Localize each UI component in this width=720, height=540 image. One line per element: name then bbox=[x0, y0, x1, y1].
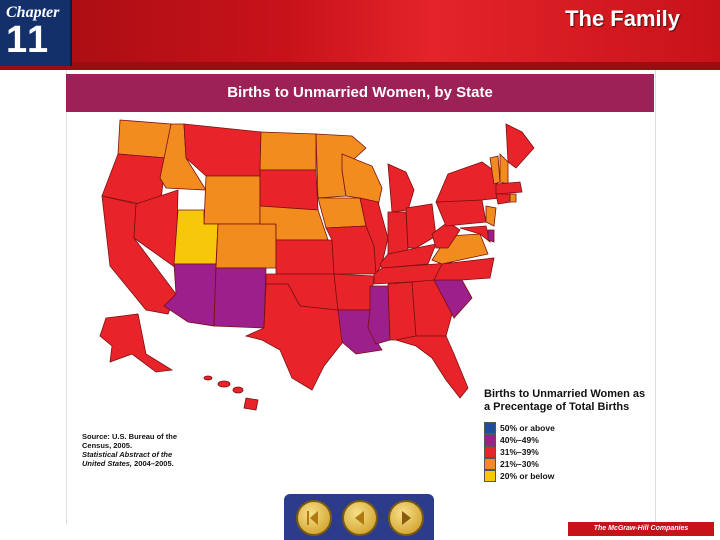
legend-label: 50% or above bbox=[500, 422, 555, 433]
legend-title-line-2: a Precentage of Total Births bbox=[484, 401, 630, 413]
legend-swatch bbox=[484, 433, 496, 446]
navigation-bar bbox=[284, 494, 434, 540]
state-pennsylvania bbox=[435, 199, 487, 227]
previous-slide-button[interactable] bbox=[342, 500, 378, 536]
state-hawaii-3 bbox=[232, 386, 244, 394]
back-arrow-icon bbox=[355, 511, 364, 525]
legend-item: 40%–49% bbox=[484, 433, 644, 446]
state-georgia bbox=[411, 279, 453, 337]
legend-label: 40%–49% bbox=[500, 434, 539, 445]
legend-title-line-1: Births to Unmarried Women as bbox=[484, 388, 646, 400]
state-delaware bbox=[487, 229, 495, 243]
state-hawaii-4 bbox=[243, 397, 259, 411]
state-alabama bbox=[387, 281, 417, 341]
source-line-3: Statistical Abstract of the bbox=[82, 450, 173, 459]
legend-swatch bbox=[484, 421, 496, 434]
legend-swatch bbox=[484, 469, 496, 482]
map-banner: Births to Unmarried Women, by State bbox=[66, 74, 654, 112]
header-bar bbox=[0, 0, 720, 70]
legend-label: 31%–39% bbox=[500, 446, 539, 457]
legend-title: Births to Unmarried Women as a Precentag… bbox=[484, 388, 664, 414]
chapter-badge: Chapter 11 bbox=[0, 0, 72, 66]
state-maryland bbox=[459, 225, 491, 244]
state-hawaii-2 bbox=[217, 380, 231, 388]
state-rhode-island bbox=[509, 193, 517, 203]
publisher-logo: The McGraw-Hill Companies bbox=[568, 522, 714, 536]
map-title: Births to Unmarried Women, by State bbox=[227, 84, 493, 101]
legend-swatch bbox=[484, 457, 496, 470]
legend: 50% or above 40%–49% 31%–39% 21%–30% 20% or … bbox=[484, 421, 644, 482]
state-arkansas bbox=[333, 273, 375, 311]
section-title: The Family bbox=[565, 6, 680, 31]
state-alaska bbox=[99, 313, 174, 373]
state-south-dakota bbox=[259, 169, 319, 211]
state-maine bbox=[505, 123, 535, 169]
header-stripe bbox=[0, 62, 720, 70]
source-line-2: Census, 2005. bbox=[82, 441, 133, 450]
source-note: Source: U.S. Bureau of the Census, 2005.… bbox=[82, 432, 232, 468]
legend-swatch bbox=[484, 445, 496, 458]
state-connecticut bbox=[495, 193, 511, 205]
state-kansas bbox=[275, 239, 335, 275]
source-line-4-ital: United States, bbox=[82, 459, 133, 468]
state-new-jersey bbox=[485, 205, 497, 227]
state-new-york bbox=[435, 161, 501, 203]
state-north-dakota bbox=[259, 131, 317, 171]
state-florida bbox=[395, 335, 469, 399]
state-wyoming bbox=[203, 175, 261, 225]
state-illinois bbox=[359, 197, 389, 276]
state-texas bbox=[244, 283, 347, 391]
chapter-word: Chapter bbox=[6, 4, 60, 21]
legend-item: 50% or above bbox=[484, 421, 644, 434]
source-line-1: Source: U.S. Bureau of the bbox=[82, 432, 178, 441]
next-slide-button[interactable] bbox=[388, 500, 424, 536]
state-michigan bbox=[387, 163, 415, 213]
state-washington bbox=[117, 119, 172, 159]
state-ohio bbox=[405, 203, 437, 249]
state-montana bbox=[183, 123, 262, 177]
legend-label: 21%–30% bbox=[500, 458, 539, 469]
state-indiana bbox=[387, 211, 409, 255]
legend-item: 31%–39% bbox=[484, 445, 644, 458]
state-new-hampshire bbox=[499, 153, 509, 185]
us-map bbox=[99, 119, 535, 411]
source-line-4-rest: 2004–2005. bbox=[132, 459, 174, 468]
legend-item: 21%–30% bbox=[484, 457, 644, 470]
legend-item: 20% or below bbox=[484, 469, 644, 482]
legend-label: 20% or below bbox=[500, 470, 555, 481]
state-north-carolina bbox=[433, 257, 495, 281]
state-colorado bbox=[215, 223, 277, 269]
state-iowa bbox=[317, 197, 367, 229]
state-new-mexico bbox=[213, 267, 267, 329]
state-mississippi bbox=[367, 285, 391, 345]
state-hawaii-1 bbox=[203, 375, 213, 381]
first-slide-button[interactable] bbox=[296, 500, 332, 536]
state-massachusetts bbox=[495, 181, 523, 195]
first-slide-icon bbox=[307, 511, 318, 525]
chapter-number: 11 bbox=[6, 19, 51, 61]
forward-arrow-icon bbox=[402, 511, 411, 525]
